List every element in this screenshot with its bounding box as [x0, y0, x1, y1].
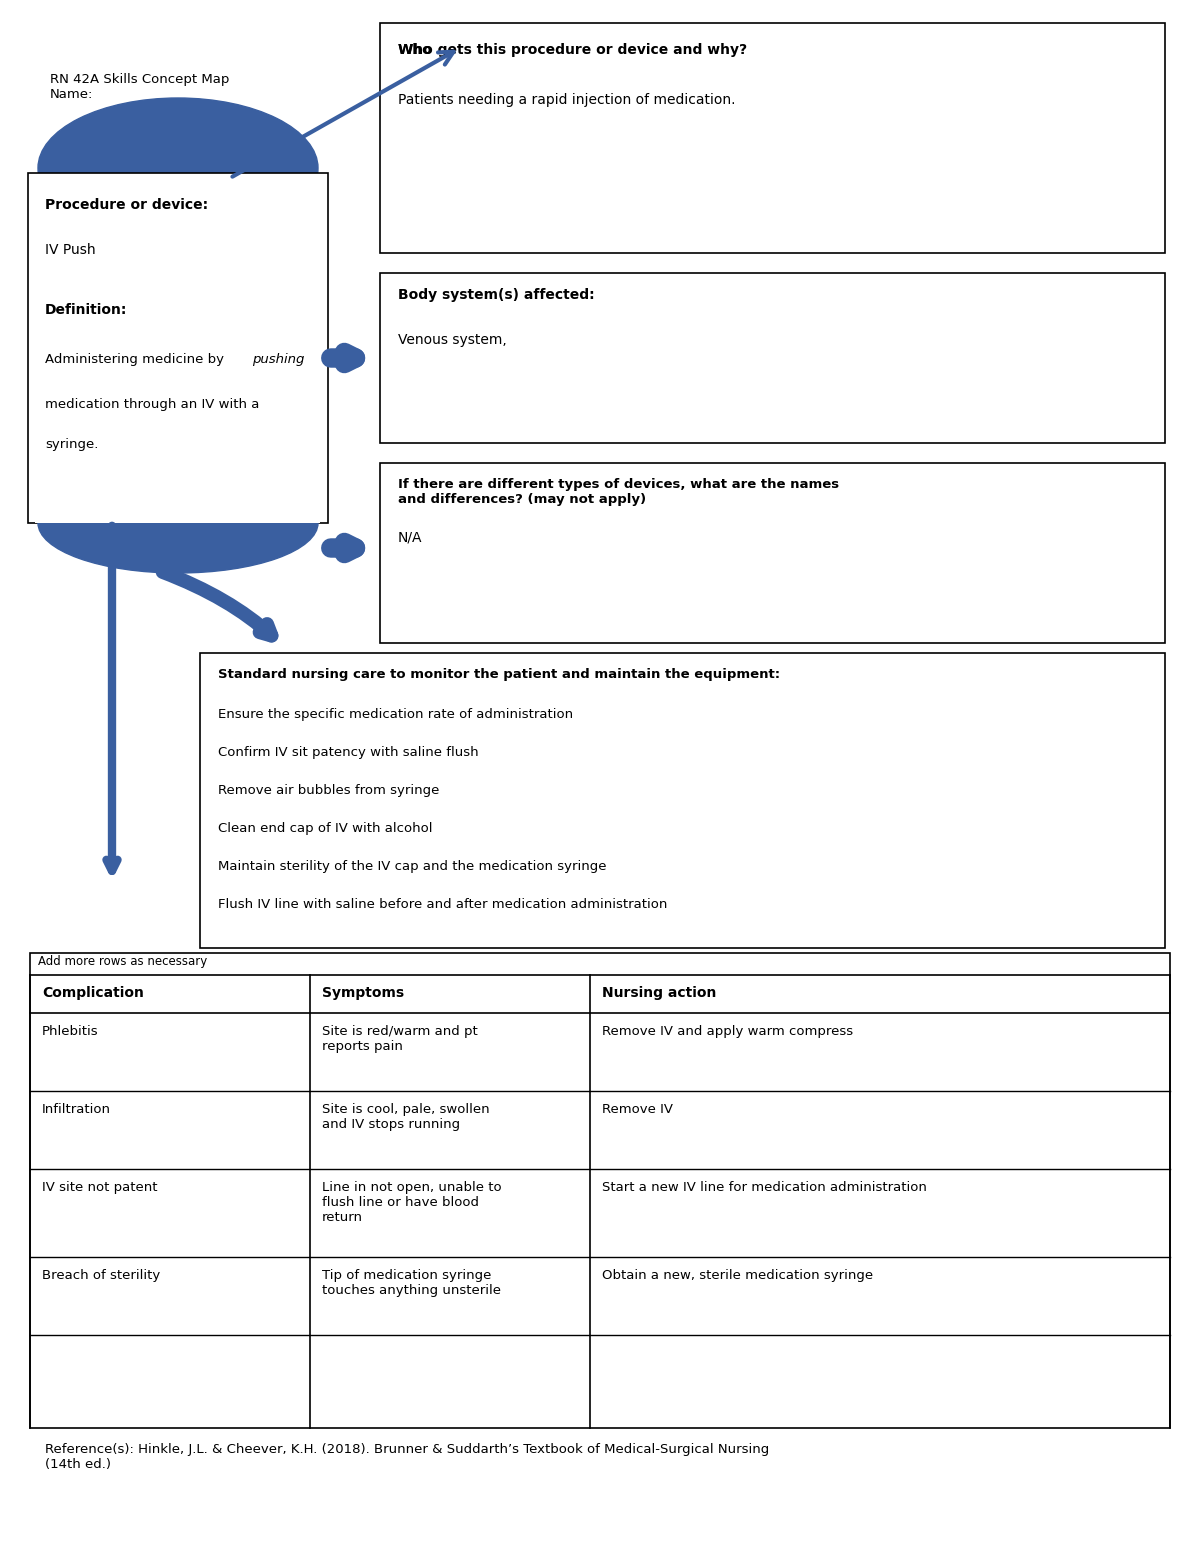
- FancyBboxPatch shape: [380, 463, 1165, 643]
- Text: Site is cool, pale, swollen
and IV stops running: Site is cool, pale, swollen and IV stops…: [322, 1103, 490, 1131]
- Text: Clean end cap of IV with alcohol: Clean end cap of IV with alcohol: [218, 822, 432, 836]
- FancyBboxPatch shape: [380, 23, 1165, 253]
- Text: pushing: pushing: [252, 353, 305, 367]
- Text: medication through an IV with a: medication through an IV with a: [46, 398, 259, 412]
- FancyBboxPatch shape: [35, 467, 320, 523]
- Text: Obtain a new, sterile medication syringe: Obtain a new, sterile medication syringe: [602, 1269, 874, 1281]
- Text: If there are different types of devices, what are the names
and differences? (ma: If there are different types of devices,…: [398, 478, 839, 506]
- Text: Ensure the specific medication rate of administration: Ensure the specific medication rate of a…: [218, 708, 574, 721]
- Text: Confirm IV sit patency with saline flush: Confirm IV sit patency with saline flush: [218, 745, 479, 759]
- Text: Nursing action: Nursing action: [602, 986, 716, 1000]
- Text: Phlebitis: Phlebitis: [42, 1025, 98, 1037]
- Text: RN 42A Skills Concept Map
Name:: RN 42A Skills Concept Map Name:: [50, 73, 229, 101]
- FancyBboxPatch shape: [200, 652, 1165, 947]
- Text: Administering medicine by: Administering medicine by: [46, 353, 228, 367]
- Text: Patients needing a rapid injection of medication.: Patients needing a rapid injection of me…: [398, 93, 736, 107]
- Text: Remove IV: Remove IV: [602, 1103, 673, 1117]
- FancyBboxPatch shape: [30, 954, 1170, 1429]
- Ellipse shape: [38, 98, 318, 238]
- Text: Definition:: Definition:: [46, 303, 127, 317]
- Text: Flush IV line with saline before and after medication administration: Flush IV line with saline before and aft…: [218, 898, 667, 912]
- Text: Tip of medication syringe
touches anything unsterile: Tip of medication syringe touches anythi…: [322, 1269, 502, 1297]
- Text: Infiltration: Infiltration: [42, 1103, 112, 1117]
- Text: Site is red/warm and pt
reports pain: Site is red/warm and pt reports pain: [322, 1025, 478, 1053]
- Text: Who: Who: [398, 43, 433, 57]
- Text: IV site not patent: IV site not patent: [42, 1180, 157, 1194]
- Text: Remove IV and apply warm compress: Remove IV and apply warm compress: [602, 1025, 853, 1037]
- Text: Complication: Complication: [42, 986, 144, 1000]
- Text: Remove air bubbles from syringe: Remove air bubbles from syringe: [218, 784, 439, 797]
- Ellipse shape: [38, 474, 318, 573]
- Text: Venous system,: Venous system,: [398, 332, 506, 346]
- Text: Procedure or device:: Procedure or device:: [46, 197, 208, 213]
- Text: Body system(s) affected:: Body system(s) affected:: [398, 287, 595, 301]
- Text: Start a new IV line for medication administration: Start a new IV line for medication admin…: [602, 1180, 926, 1194]
- Text: Reference(s): Hinkle, J.L. & Cheever, K.H. (2018). Brunner & Suddarth’s Textbook: Reference(s): Hinkle, J.L. & Cheever, K.…: [46, 1443, 769, 1471]
- Text: Symptoms: Symptoms: [322, 986, 404, 1000]
- Text: Breach of sterility: Breach of sterility: [42, 1269, 161, 1281]
- Text: Add more rows as necessary: Add more rows as necessary: [38, 955, 208, 968]
- FancyBboxPatch shape: [28, 172, 328, 523]
- Text: Line in not open, unable to
flush line or have blood
return: Line in not open, unable to flush line o…: [322, 1180, 502, 1224]
- FancyBboxPatch shape: [380, 273, 1165, 443]
- Text: Maintain sterility of the IV cap and the medication syringe: Maintain sterility of the IV cap and the…: [218, 860, 606, 873]
- Text: IV Push: IV Push: [46, 242, 96, 256]
- Text: Standard nursing care to monitor the patient and maintain the equipment:: Standard nursing care to monitor the pat…: [218, 668, 780, 682]
- Text: syringe.: syringe.: [46, 438, 98, 450]
- Text: Who gets this procedure or device and why?: Who gets this procedure or device and wh…: [398, 43, 748, 57]
- Text: N/A: N/A: [398, 531, 422, 545]
